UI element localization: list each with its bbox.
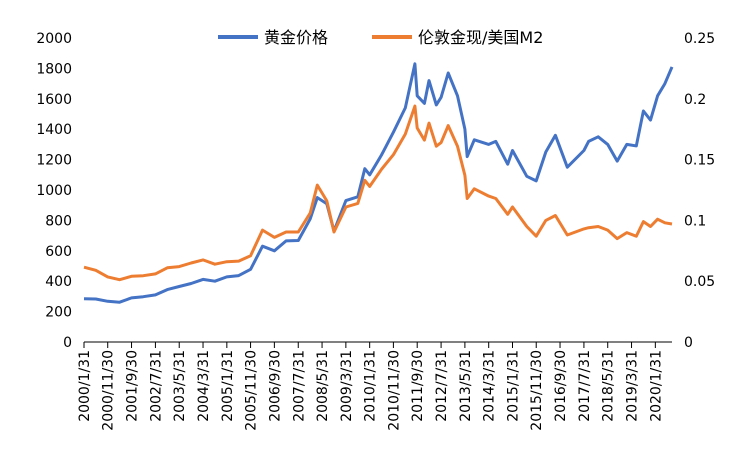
x-tick-label: 2015/11/30: [529, 350, 545, 431]
x-tick-label: 2016/9/30: [553, 350, 569, 422]
y-left-tick-label: 1600: [36, 92, 72, 108]
y-left-tick-label: 600: [45, 244, 72, 260]
x-tick-label: 2005/11/30: [244, 350, 260, 431]
x-tick-label: 2009/3/31: [339, 350, 355, 422]
axes: 0 200 400 600 800 1000 1200 1400 1600 1800 2000 0 0.…: [36, 31, 715, 431]
x-tick-label: 2010/11/30: [386, 350, 402, 431]
legend-item-gold-m2-ratio: 伦敦金现/美国M2: [372, 28, 543, 47]
x-tick-label: 2017/7/31: [577, 350, 593, 422]
y-left-tick-label: 0: [63, 335, 72, 351]
legend-item-gold-price: 黄金价格: [218, 28, 328, 47]
y-right-tick-label: 0.15: [684, 153, 715, 169]
legend-label-gold-price: 黄金价格: [264, 28, 328, 47]
x-tick-label: 2004/3/31: [196, 350, 212, 422]
x-tick-label: 2000/1/31: [77, 350, 93, 422]
y-right-tick-label: 0.05: [684, 274, 715, 290]
y-left-tick-label: 1200: [36, 153, 72, 169]
x-tick-label: 2011/9/30: [410, 350, 426, 422]
y-right-tick-label: 0.1: [684, 213, 706, 229]
y-right-tick-label: 0.25: [684, 31, 715, 47]
x-tick-label: 2007/7/31: [291, 350, 307, 422]
y-left-tick-label: 1800: [36, 61, 72, 77]
y-left-tick-label: 200: [45, 305, 72, 321]
x-tick-label: 2002/7/31: [148, 350, 164, 422]
y-right-tick-label: 0: [684, 335, 693, 351]
plot-area: [83, 62, 674, 304]
x-tick-label: 2010/1/31: [363, 350, 379, 422]
x-tick-label: 2015/1/31: [506, 350, 522, 422]
x-tick-label: 2000/11/30: [101, 350, 117, 431]
y-left-tick-label: 1000: [36, 183, 72, 199]
x-tick-label: 2013/5/31: [458, 350, 474, 422]
legend-label-gold-m2-ratio: 伦敦金现/美国M2: [418, 28, 543, 47]
x-tick-label: 2018/5/31: [601, 350, 617, 422]
y-left-tick-label: 800: [45, 213, 72, 229]
x-tick-label: 2020/1/31: [648, 350, 664, 422]
x-tick-label: 2008/5/31: [315, 350, 331, 422]
x-tick-label: 2019/3/31: [625, 350, 641, 422]
x-tick-label: 2006/9/30: [267, 350, 283, 422]
x-tick-label: 2014/3/31: [482, 350, 498, 422]
x-tick-label: 2001/9/30: [125, 350, 141, 422]
x-tick-label: 2003/5/31: [172, 350, 188, 422]
x-tick-label: 2012/7/31: [434, 350, 450, 422]
legend: 黄金价格 伦敦金现/美国M2: [218, 28, 543, 47]
y-left-tick-label: 1400: [36, 122, 72, 138]
y-left-tick-label: 400: [45, 274, 72, 290]
y-right-tick-label: 0.2: [684, 92, 706, 108]
series-line-gold-m2-ratio: [83, 104, 673, 282]
y-left-tick-label: 2000: [36, 31, 72, 47]
x-tick-label: 2005/1/31: [220, 350, 236, 422]
series-line-gold-price: [83, 62, 674, 304]
